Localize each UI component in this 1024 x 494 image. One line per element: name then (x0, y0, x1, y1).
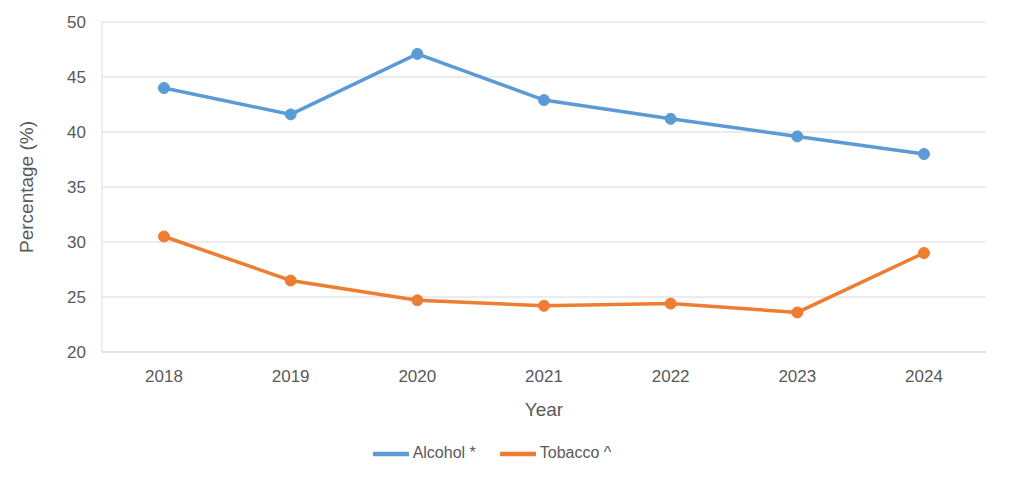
svg-text:Year: Year (525, 399, 564, 420)
svg-text:50: 50 (67, 13, 86, 32)
svg-text:2023: 2023 (778, 367, 816, 386)
svg-text:45: 45 (67, 68, 86, 87)
svg-text:25: 25 (67, 288, 86, 307)
svg-text:20: 20 (67, 343, 86, 362)
svg-text:2024: 2024 (905, 367, 943, 386)
svg-text:2021: 2021 (525, 367, 563, 386)
svg-text:2019: 2019 (272, 367, 310, 386)
svg-text:2018: 2018 (145, 367, 183, 386)
svg-text:40: 40 (67, 123, 86, 142)
svg-text:30: 30 (67, 233, 86, 252)
svg-text:Percentage (%): Percentage (%) (16, 121, 37, 253)
html-text:Tobacco ^: Tobacco ^ (539, 444, 612, 462)
html-text:Alcohol *: Alcohol * (412, 444, 476, 462)
svg-text:35: 35 (67, 178, 86, 197)
svg-text:2022: 2022 (652, 367, 690, 386)
svg-text:2020: 2020 (398, 367, 436, 386)
